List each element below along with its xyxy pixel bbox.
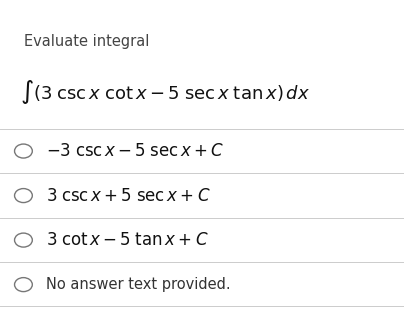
Text: Evaluate integral: Evaluate integral	[24, 34, 149, 49]
Text: $\int (3 \; \mathrm{csc} \, x \; \mathrm{cot} \, x - 5 \; \mathrm{sec} \, x \; \: $\int (3 \; \mathrm{csc} \, x \; \mathrm…	[20, 78, 310, 106]
Text: No answer text provided.: No answer text provided.	[46, 277, 231, 292]
Text: $3 \; \mathrm{cot} \, x - 5 \; \mathrm{tan} \, x + C$: $3 \; \mathrm{cot} \, x - 5 \; \mathrm{t…	[46, 231, 209, 249]
Text: $-3 \; \mathrm{csc} \, x - 5 \; \mathrm{sec} \, x + C$: $-3 \; \mathrm{csc} \, x - 5 \; \mathrm{…	[46, 142, 225, 160]
Text: $3 \; \mathrm{csc} \, x + 5 \; \mathrm{sec} \, x + C$: $3 \; \mathrm{csc} \, x + 5 \; \mathrm{s…	[46, 187, 211, 204]
